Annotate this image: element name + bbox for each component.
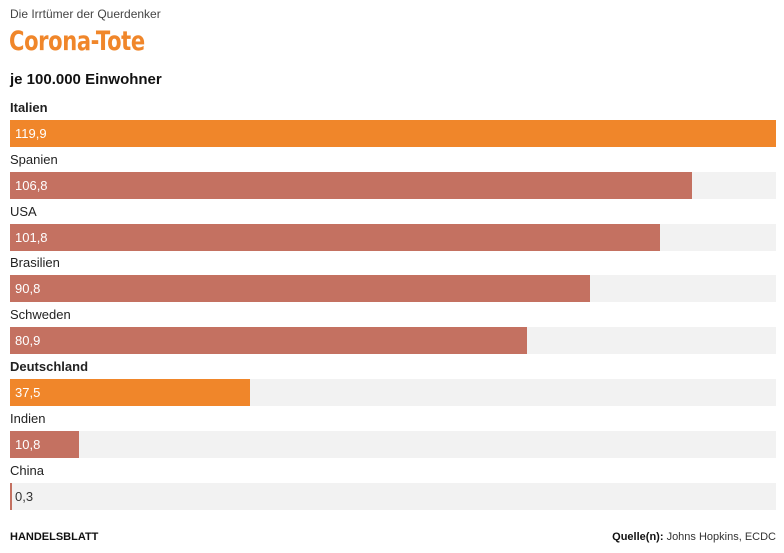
- bar: [10, 171, 693, 199]
- category-label: Indien: [10, 410, 46, 426]
- source-note: Quelle(n): Johns Hopkins, ECDC: [612, 531, 776, 543]
- category-label: Italien: [10, 100, 48, 115]
- source-label: Quelle(n):: [612, 531, 664, 543]
- value-label: 10,8: [15, 436, 41, 452]
- kicker: Die Irrtümer der Querdenker: [10, 7, 161, 21]
- bar: [10, 327, 527, 355]
- value-label: 101,8: [15, 229, 48, 245]
- bar-track: [10, 482, 776, 510]
- brand-label: HANDELSBLATT: [10, 531, 99, 543]
- value-label: 80,9: [15, 333, 41, 349]
- category-label: Deutschland: [10, 359, 89, 374]
- value-label: 37,5: [15, 385, 41, 400]
- value-label: 0,3: [15, 488, 34, 504]
- bar-track: [10, 430, 776, 458]
- value-label: 119,9: [15, 126, 47, 141]
- bar: [10, 120, 776, 147]
- category-label: Brasilien: [10, 255, 60, 271]
- bar: [10, 379, 250, 406]
- source-text: Johns Hopkins, ECDC: [666, 531, 776, 543]
- chart-title: Corona-Tote: [9, 26, 145, 57]
- bar: [10, 275, 591, 303]
- category-label: China: [10, 462, 44, 478]
- bar: [10, 223, 661, 251]
- bar: [10, 430, 79, 458]
- category-label: Schweden: [10, 307, 71, 323]
- category-label: USA: [10, 203, 37, 219]
- value-label: 90,8: [15, 281, 41, 297]
- bar: [10, 482, 12, 510]
- chart-subtitle: je 100.000 Einwohner: [10, 71, 162, 88]
- value-label: 106,8: [15, 177, 48, 193]
- category-label: Spanien: [10, 151, 58, 167]
